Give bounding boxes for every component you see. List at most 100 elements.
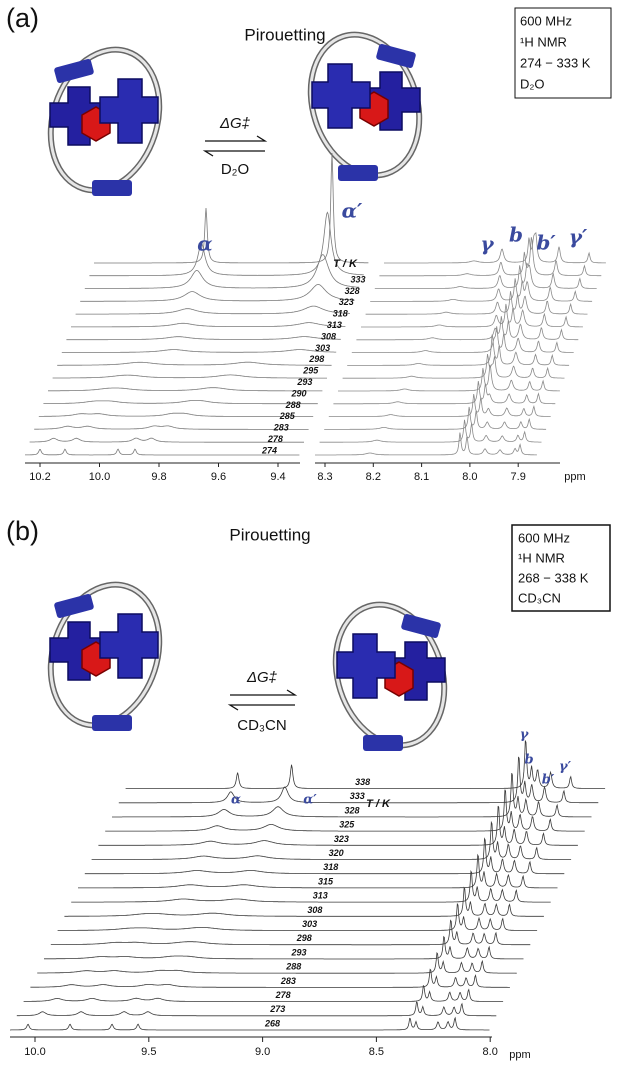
temperature-label: 303 xyxy=(315,343,330,353)
panel-title: Pirouetting xyxy=(229,525,310,544)
x-tick-label: 7.9 xyxy=(511,471,526,483)
spectrum-trace xyxy=(10,1018,490,1030)
molecule-illustration xyxy=(318,590,461,759)
spectrum-trace xyxy=(39,413,313,416)
temperature-label: 323 xyxy=(334,834,349,844)
spectrum-trace xyxy=(48,388,322,391)
spectrum-trace xyxy=(51,920,531,944)
info-line: 600 MHz xyxy=(520,13,572,28)
info-line: ¹H NMR xyxy=(520,34,567,49)
spectrum-trace xyxy=(17,1002,497,1016)
spectrum-trace xyxy=(30,969,510,987)
temperature-label: 278 xyxy=(267,434,283,444)
temperature-label: 303 xyxy=(302,919,317,929)
temperature-label: 298 xyxy=(308,354,324,364)
axis-unit: ppm xyxy=(564,471,585,483)
x-tick-label: 10.2 xyxy=(29,471,50,483)
panel-label: (b) xyxy=(6,516,39,546)
spectrum-trace xyxy=(24,986,504,1002)
temperature-label: 315 xyxy=(318,876,334,886)
spectrum-trace xyxy=(366,291,588,314)
temperature-label: 288 xyxy=(285,400,301,410)
temperature-label: 288 xyxy=(285,962,301,972)
temperature-label: 328 xyxy=(345,805,360,815)
info-line: D₂O xyxy=(520,76,545,91)
temperature-label: 338 xyxy=(355,777,370,787)
x-tick-label: 8.3 xyxy=(317,471,332,483)
spectrum-trace xyxy=(320,420,542,442)
figure: (a) Pirouetting ΔG‡ D₂O (b) Pirouetting … xyxy=(0,0,625,1070)
equilibrium-arrows xyxy=(230,690,295,710)
panel-label: (a) xyxy=(6,3,39,33)
molecule-illustration xyxy=(33,35,176,204)
activation-energy: ΔG‡ xyxy=(219,115,251,132)
temperature-header: T / K xyxy=(366,798,391,810)
peak-label: α xyxy=(197,232,212,256)
spectrum-trace xyxy=(57,362,331,365)
temperature-label: 278 xyxy=(275,990,291,1000)
peak-label: γ′ xyxy=(559,760,572,775)
solvent: D₂O xyxy=(221,161,249,178)
spectrum-trace xyxy=(34,426,308,430)
spectrum-trace xyxy=(58,904,537,931)
spectrum-trace xyxy=(76,306,350,314)
peak-label: b′ xyxy=(542,773,555,788)
panel-title: Pirouetting xyxy=(244,25,325,44)
spectrum-trace xyxy=(43,400,317,403)
x-tick-label: 9.8 xyxy=(151,471,166,483)
temperature-label: 318 xyxy=(333,309,348,319)
spectrum-trace xyxy=(356,316,578,340)
temperature-label: 325 xyxy=(339,820,355,830)
peak-label: γ′ xyxy=(569,225,588,249)
temperature-label: 328 xyxy=(345,286,360,296)
info-line: ¹H NMR xyxy=(518,550,565,565)
peak-label: α′ xyxy=(303,793,317,808)
spectrum-trace xyxy=(333,381,555,404)
temperature-label: 308 xyxy=(321,331,336,341)
temperature-label: 333 xyxy=(350,791,365,801)
molecule-illustration xyxy=(33,570,176,739)
temperature-label: 308 xyxy=(307,905,322,915)
info-line: 268 − 338 K xyxy=(518,570,589,585)
x-tick-label: 8.0 xyxy=(483,1046,498,1058)
temperature-label: 320 xyxy=(329,848,344,858)
x-tick-label: 8.0 xyxy=(462,471,477,483)
x-tick-label: 9.0 xyxy=(255,1046,270,1058)
temperature-label: 318 xyxy=(323,862,338,872)
solvent: CD₃CN xyxy=(237,717,286,734)
x-tick-label: 9.6 xyxy=(211,471,226,483)
spectrum-trace xyxy=(324,407,546,430)
temperature-label: 333 xyxy=(351,274,366,284)
peak-label: b xyxy=(524,753,533,768)
peak-label: γ xyxy=(520,728,530,743)
peak-label: γ xyxy=(480,232,494,256)
spectrum-trace xyxy=(361,304,583,327)
peak-label: α′ xyxy=(342,199,363,223)
temperature-label: 283 xyxy=(280,976,296,986)
spectrum-trace xyxy=(370,278,592,301)
x-tick-label: 10.0 xyxy=(89,471,110,483)
info-line: CD₃CN xyxy=(518,590,561,605)
spectrum-trace xyxy=(30,438,304,442)
temperature-label: 298 xyxy=(296,933,312,943)
temperature-label: 295 xyxy=(302,366,319,376)
peak-label: α xyxy=(231,793,241,808)
peak-label: b′ xyxy=(536,231,556,255)
spectrum-trace xyxy=(85,255,359,289)
axis-unit: ppm xyxy=(509,1049,530,1061)
spectrum-trace xyxy=(37,953,517,973)
activation-energy: ΔG‡ xyxy=(246,669,278,686)
info-line: 274 − 333 K xyxy=(520,55,591,70)
temperature-label: 313 xyxy=(313,891,328,901)
spectrum-trace xyxy=(53,375,327,378)
spectrum-trace xyxy=(62,350,336,353)
temperature-label: 323 xyxy=(339,297,354,307)
x-tick-label: 8.2 xyxy=(366,471,381,483)
spectrum-trace xyxy=(25,449,299,455)
peak-label: b xyxy=(509,223,523,247)
x-tick-label: 8.5 xyxy=(369,1046,384,1058)
equilibrium-arrows xyxy=(205,136,265,156)
temperature-label: 285 xyxy=(279,411,296,421)
temperature-label: 293 xyxy=(291,947,307,957)
x-tick-label: 9.5 xyxy=(141,1046,156,1058)
